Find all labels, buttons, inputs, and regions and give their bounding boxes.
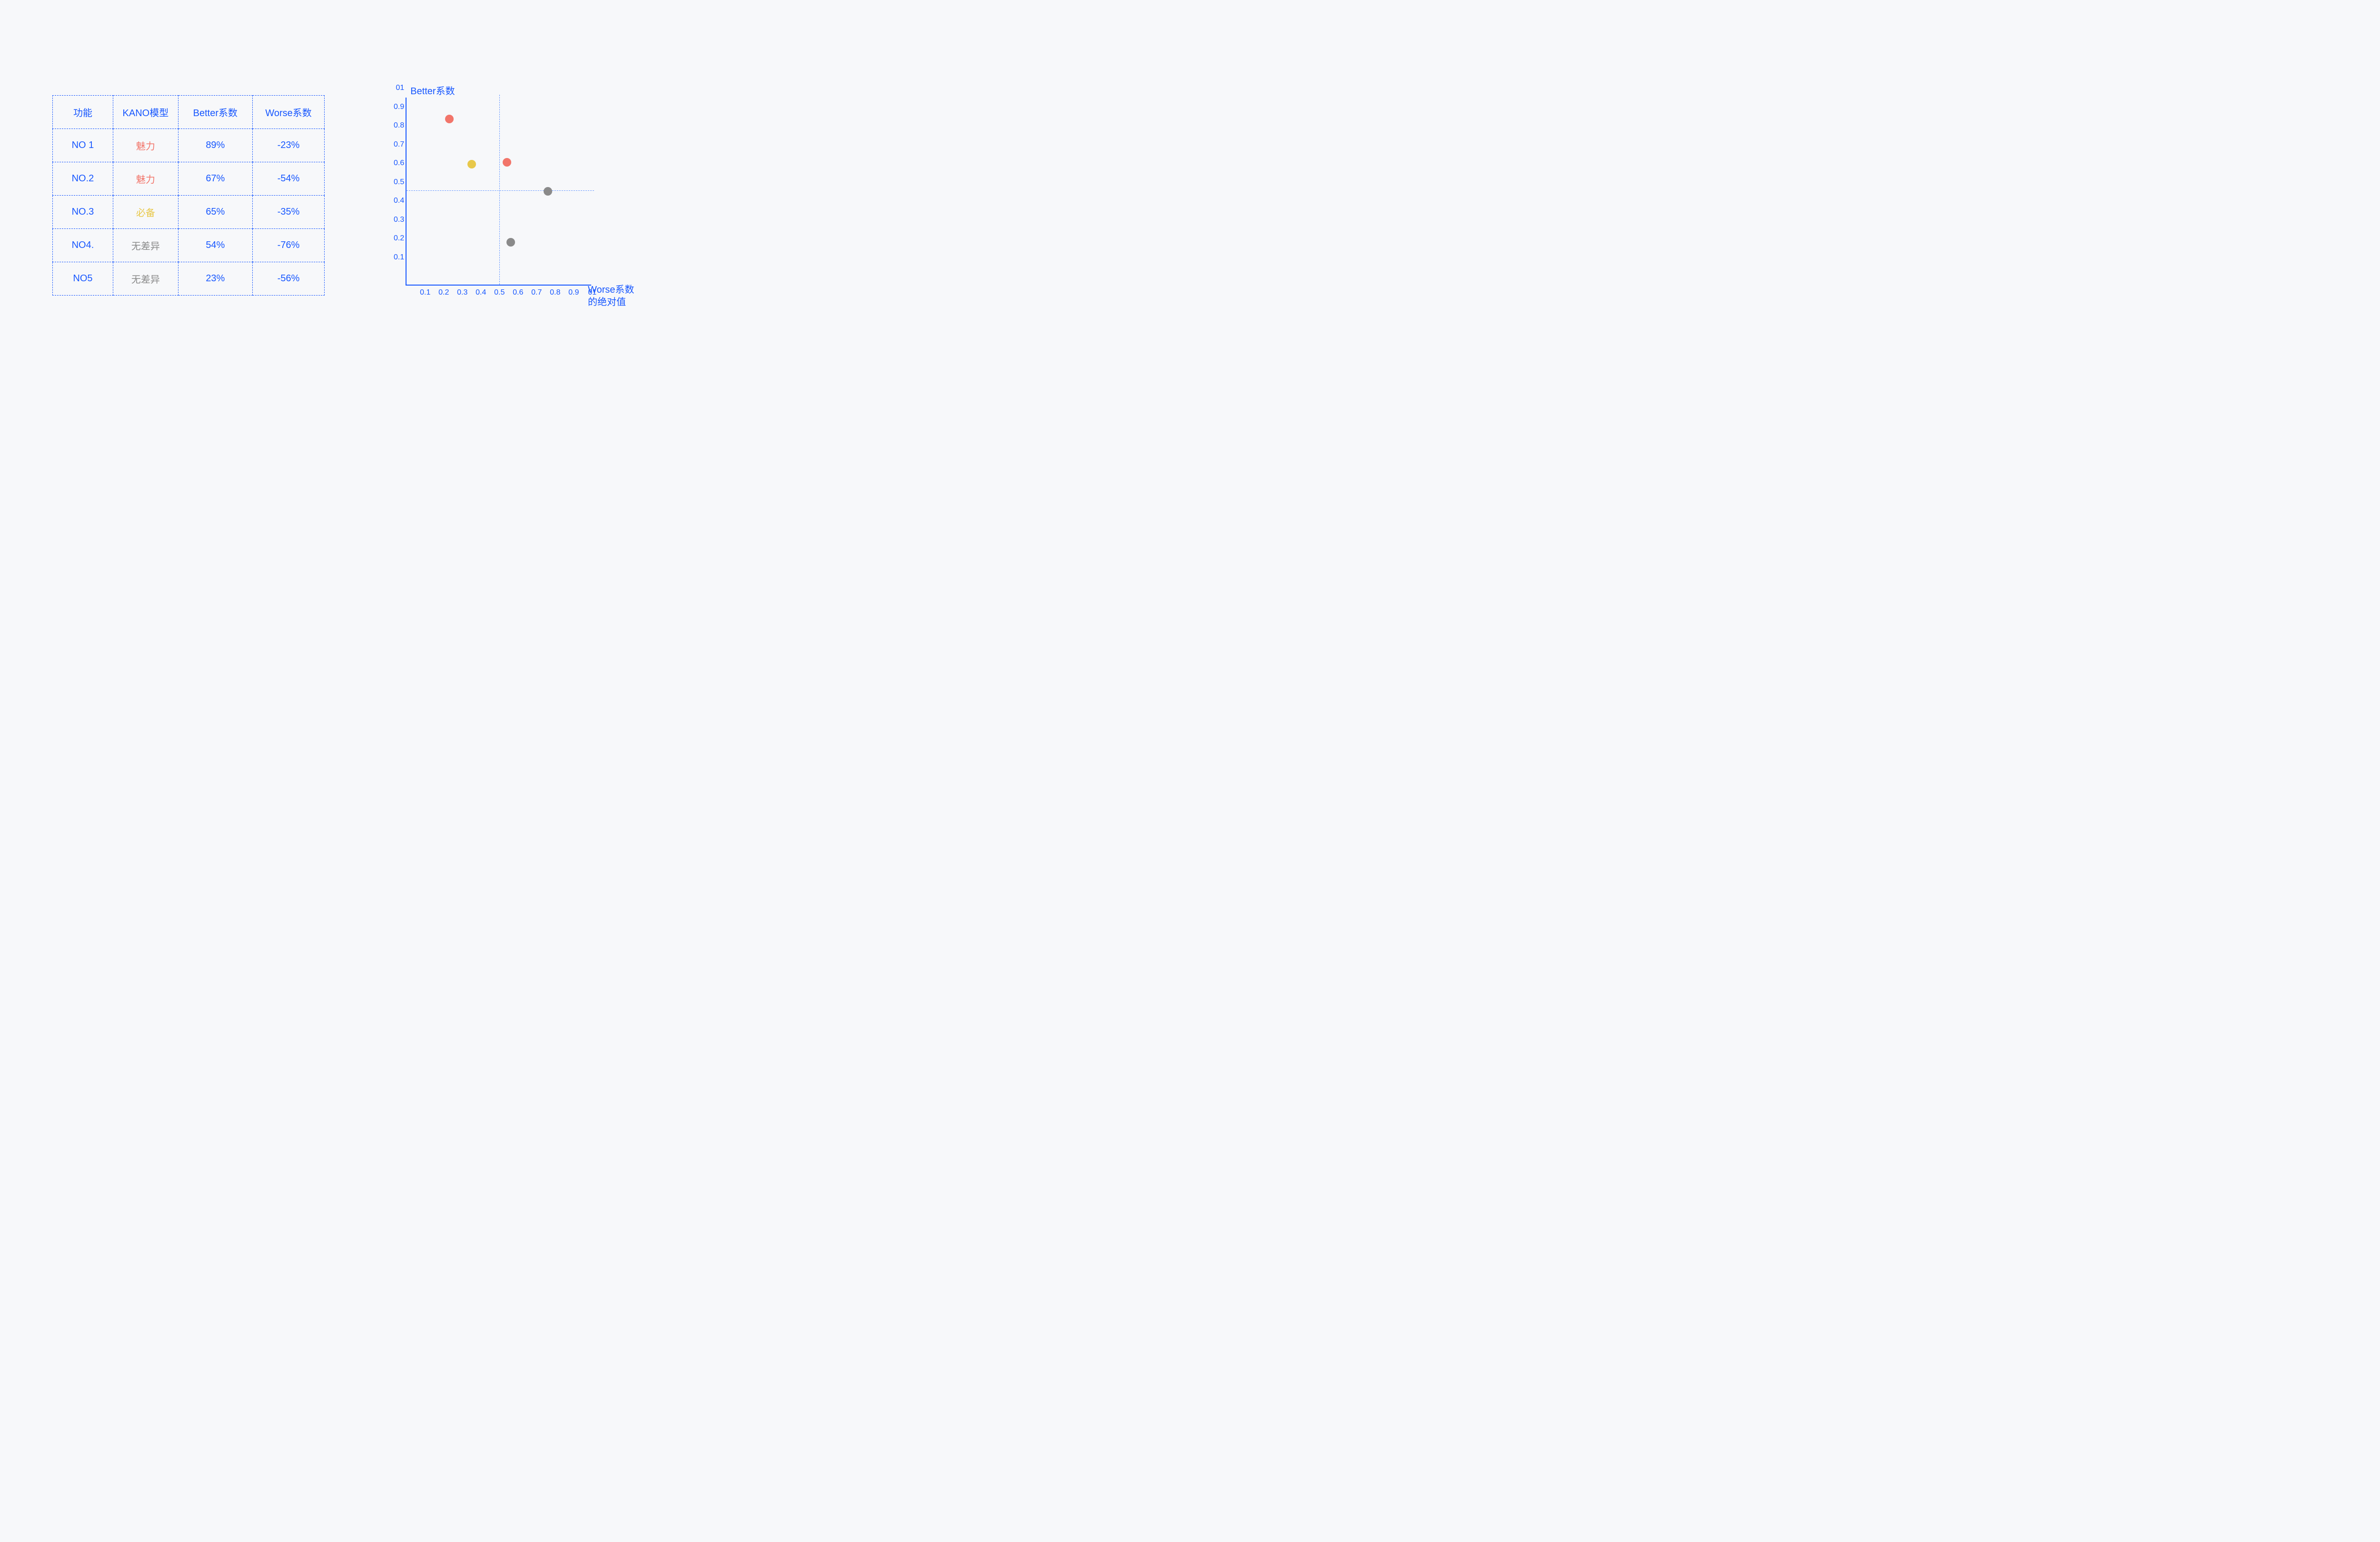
x-tick: 0.3 xyxy=(457,288,467,297)
cell-worse: -35% xyxy=(252,196,324,229)
ref-line-vertical xyxy=(499,95,500,285)
x-tick: 0.8 xyxy=(550,288,560,297)
y-tick: 0.7 xyxy=(385,140,404,149)
kano-scatter-chart: Better系数 0.10.10.20.20.30.30.40.40.50.50… xyxy=(372,86,633,314)
cell-better: 23% xyxy=(178,262,252,296)
y-tick: 0.5 xyxy=(385,178,404,187)
y-tick: 0.6 xyxy=(385,159,404,168)
cell-worse: -23% xyxy=(252,129,324,162)
cell-kano: 魅力 xyxy=(113,162,178,196)
y-tick: 0.4 xyxy=(385,197,404,205)
scatter-point xyxy=(467,160,476,168)
y-tick: 0.8 xyxy=(385,121,404,130)
x-tick: 0.5 xyxy=(494,288,505,297)
cell-kano: 魅力 xyxy=(113,129,178,162)
plot-area: 0.10.10.20.20.30.30.40.40.50.50.60.60.70… xyxy=(406,98,591,286)
table-row: NO.2魅力67%-54% xyxy=(53,162,325,196)
x-tick: 0.6 xyxy=(513,288,523,297)
x-axis-title: Worse系数 的绝对值 xyxy=(588,284,640,308)
cell-kano: 无差异 xyxy=(113,229,178,262)
table-row: NO.3必备65%-35% xyxy=(53,196,325,229)
cell-kano: 必备 xyxy=(113,196,178,229)
cell-func: NO.2 xyxy=(53,162,113,196)
table-header-row: 功能 KANO模型 Better系数 Worse系数 xyxy=(53,96,325,129)
col-header-func: 功能 xyxy=(53,96,113,129)
x-tick: 0.7 xyxy=(531,288,542,297)
y-tick: 01 xyxy=(385,84,404,92)
x-tick: 0.4 xyxy=(476,288,486,297)
col-header-better: Better系数 xyxy=(178,96,252,129)
cell-better: 54% xyxy=(178,229,252,262)
y-tick: 0.9 xyxy=(385,103,404,111)
cell-func: NO4. xyxy=(53,229,113,262)
cell-kano: 无差异 xyxy=(113,262,178,296)
cell-better: 89% xyxy=(178,129,252,162)
x-tick: 0.9 xyxy=(568,288,579,297)
scatter-point xyxy=(544,187,552,196)
table-row: NO5无差异23%-56% xyxy=(53,262,325,296)
x-tick: 0.1 xyxy=(420,288,430,297)
cell-func: NO5 xyxy=(53,262,113,296)
x-tick: 0.2 xyxy=(438,288,449,297)
scatter-point xyxy=(503,158,511,167)
ref-line-horizontal xyxy=(407,190,594,191)
cell-worse: -56% xyxy=(252,262,324,296)
kano-table: 功能 KANO模型 Better系数 Worse系数 NO 1魅力89%-23%… xyxy=(52,95,325,296)
cell-func: NO.3 xyxy=(53,196,113,229)
y-tick: 0.2 xyxy=(385,234,404,243)
scatter-point xyxy=(506,238,515,247)
cell-better: 67% xyxy=(178,162,252,196)
cell-worse: -54% xyxy=(252,162,324,196)
y-axis-title: Better系数 xyxy=(410,83,455,97)
cell-better: 65% xyxy=(178,196,252,229)
cell-func: NO 1 xyxy=(53,129,113,162)
cell-worse: -76% xyxy=(252,229,324,262)
y-tick: 0.1 xyxy=(385,253,404,262)
y-tick: 0.3 xyxy=(385,216,404,224)
col-header-kano: KANO模型 xyxy=(113,96,178,129)
col-header-worse: Worse系数 xyxy=(252,96,324,129)
table-row: NO4.无差异54%-76% xyxy=(53,229,325,262)
table-row: NO 1魅力89%-23% xyxy=(53,129,325,162)
scatter-point xyxy=(445,115,454,123)
